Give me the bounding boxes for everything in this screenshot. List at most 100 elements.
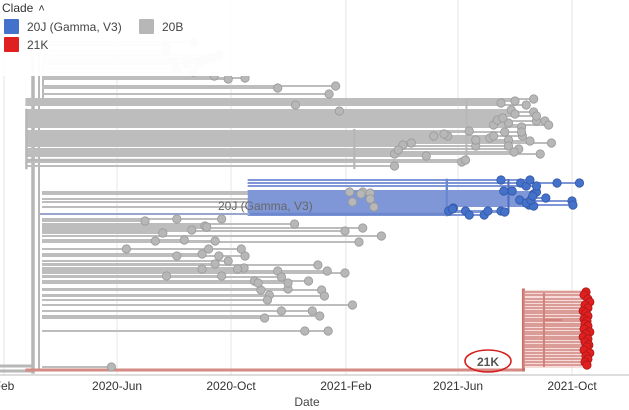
tip-point-20j[interactable] xyxy=(447,204,458,214)
tip-point-20j[interactable] xyxy=(499,186,509,196)
chevron-up-icon[interactable]: ˄ xyxy=(38,3,45,15)
tip-point-20b[interactable] xyxy=(365,194,375,204)
tip-point-20b[interactable] xyxy=(210,236,220,246)
tip-point-20j[interactable] xyxy=(464,210,474,220)
legend-item-21k[interactable]: 21K xyxy=(4,37,48,52)
tip-point-20b[interactable] xyxy=(307,306,317,316)
tip-point-20b[interactable] xyxy=(500,127,510,137)
tip-point-20b[interactable] xyxy=(323,326,333,336)
tip-point-20b[interactable] xyxy=(369,202,379,212)
tip-point-20b[interactable] xyxy=(313,260,323,270)
tip-point-20b[interactable] xyxy=(376,231,387,241)
tip-point-20b[interactable] xyxy=(319,291,330,301)
tip-point-20b[interactable] xyxy=(331,81,341,91)
tip-point-20b[interactable] xyxy=(273,83,283,93)
tip-point-20b[interactable] xyxy=(439,129,449,139)
tip-point-20b[interactable] xyxy=(544,120,554,130)
tip-point-20b[interactable] xyxy=(347,197,358,207)
tip-point-20b[interactable] xyxy=(106,362,117,372)
tip-point-20b[interactable] xyxy=(389,161,400,171)
tip-point-20b[interactable] xyxy=(531,111,542,121)
tip-point-20b[interactable] xyxy=(210,259,220,269)
tip-point-20b[interactable] xyxy=(289,219,300,229)
tip-point-20b[interactable] xyxy=(358,223,368,233)
tip-point-20b[interactable] xyxy=(214,251,224,261)
tip-point-20b[interactable] xyxy=(223,74,233,84)
tip-point-20b[interactable] xyxy=(172,214,182,224)
tip-point-20b[interactable] xyxy=(345,187,355,197)
tip-point-20b[interactable] xyxy=(150,236,160,246)
tip-point-20b[interactable] xyxy=(356,189,366,199)
tip-point-20b[interactable] xyxy=(529,94,539,104)
legend-header[interactable]: Clade ˄ xyxy=(2,1,45,15)
tip-point-20b[interactable] xyxy=(521,100,531,110)
tip-point-20b[interactable] xyxy=(140,216,150,226)
tip-point-20b[interactable] xyxy=(324,89,334,99)
tip-point-20b[interactable] xyxy=(429,131,439,141)
tip-point-20b[interactable] xyxy=(546,138,557,148)
tip-point-20b[interactable] xyxy=(421,151,431,161)
tip-point-20b[interactable] xyxy=(525,136,535,146)
tip-point-20b[interactable] xyxy=(510,96,520,106)
tip-point-20b[interactable] xyxy=(232,264,243,274)
tip-point-20b[interactable] xyxy=(303,276,314,286)
tip-point-20j[interactable] xyxy=(500,207,510,217)
tip-point-20b[interactable] xyxy=(203,244,214,254)
tip-point-20b[interactable] xyxy=(535,149,545,159)
tip-point-20b[interactable] xyxy=(240,251,250,261)
tip-point-20j[interactable] xyxy=(483,206,493,216)
tip-point-20b[interactable] xyxy=(406,138,416,148)
tip-point-20b[interactable] xyxy=(161,271,172,281)
tip-point-20b[interactable] xyxy=(197,264,207,274)
tip-point-20b[interactable] xyxy=(179,235,189,245)
tip-point-20j[interactable] xyxy=(531,181,542,191)
tip-point-20b[interactable] xyxy=(300,326,310,336)
tip-point-20j[interactable] xyxy=(541,193,551,203)
tip-point-20j[interactable] xyxy=(568,200,578,210)
tip-point-20b[interactable] xyxy=(121,244,131,254)
tip-point-20b[interactable] xyxy=(276,272,287,282)
tip-point-20b[interactable] xyxy=(340,268,350,278)
tip-point-20j[interactable] xyxy=(525,175,535,185)
legend-item-20j[interactable]: 20J (Gamma, V3) xyxy=(4,19,122,34)
tip-point-20j[interactable] xyxy=(574,178,585,188)
tip-point-20b[interactable] xyxy=(496,98,506,108)
tip-point-20b[interactable] xyxy=(498,113,508,123)
tip-point-20j[interactable] xyxy=(496,175,506,185)
tip-point-20b[interactable] xyxy=(488,131,499,141)
tip-point-20b[interactable] xyxy=(253,278,263,288)
tip-point-20b[interactable] xyxy=(262,295,273,305)
tip-point-20b[interactable] xyxy=(290,100,301,110)
tip-point-20b[interactable] xyxy=(503,141,514,151)
tip-point-20b[interactable] xyxy=(322,266,332,276)
tip-point-20b[interactable] xyxy=(283,278,293,288)
tip-point-20b[interactable] xyxy=(471,135,481,145)
legend-item-20b[interactable]: 20B xyxy=(139,19,183,34)
tip-point-20b[interactable] xyxy=(460,155,471,165)
tip-point-20b[interactable] xyxy=(217,271,227,281)
tip-point-20b[interactable] xyxy=(187,225,197,235)
tip-point-20b[interactable] xyxy=(172,251,182,261)
tip-point-20b[interactable] xyxy=(509,147,519,157)
tip-point-20b[interactable] xyxy=(315,311,325,321)
tip-point-20b[interactable] xyxy=(347,300,358,310)
tip-point-21k[interactable] xyxy=(582,360,592,370)
tip-point-20b[interactable] xyxy=(354,237,364,247)
tip-point-20b[interactable] xyxy=(334,106,344,116)
tip-point-20b[interactable] xyxy=(236,244,246,254)
tip-point-20b[interactable] xyxy=(276,306,287,316)
tip-point-20b[interactable] xyxy=(260,313,270,323)
tip-point-20b[interactable] xyxy=(202,222,212,232)
tip-point-20b[interactable] xyxy=(217,214,227,224)
tip-point-20b[interactable] xyxy=(393,145,403,155)
tip-point-20j[interactable] xyxy=(552,178,562,188)
tip-point-20j[interactable] xyxy=(528,191,538,201)
tip-point-20b[interactable] xyxy=(464,126,474,136)
tip-point-20b[interactable] xyxy=(340,226,350,236)
tip-point-20b[interactable] xyxy=(510,109,520,119)
tip-point-20b[interactable] xyxy=(516,127,527,137)
tip-point-20b[interactable] xyxy=(223,256,233,266)
tip-point-20b[interactable] xyxy=(158,228,168,238)
tip-point-20j[interactable] xyxy=(507,186,517,196)
tip-point-20b[interactable] xyxy=(197,249,207,259)
